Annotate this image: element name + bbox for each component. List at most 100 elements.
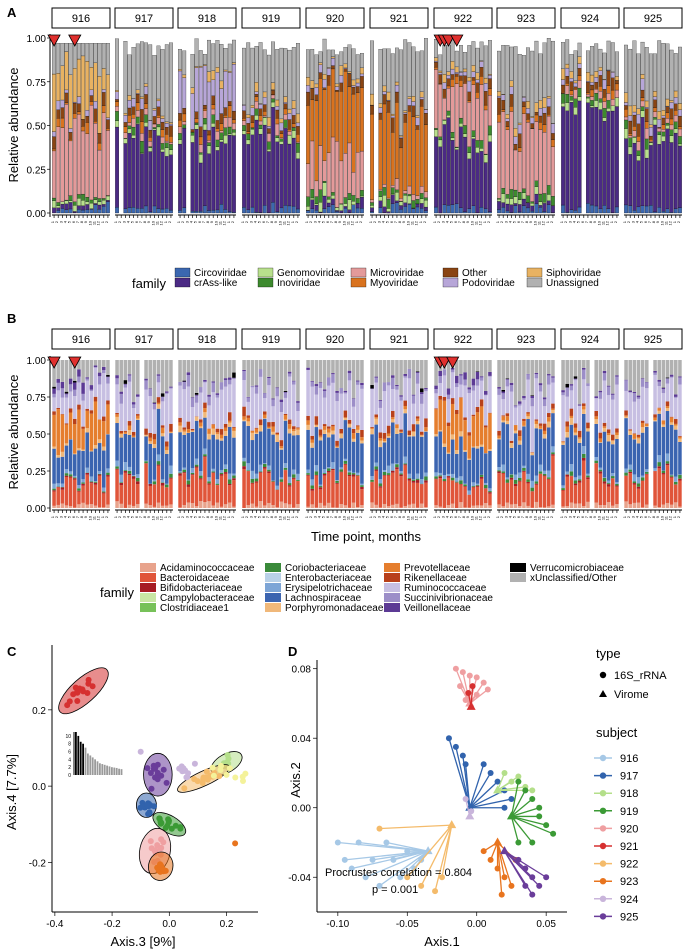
bar-segment (538, 423, 543, 426)
bar-segment (370, 105, 374, 115)
bar-segment (459, 476, 463, 481)
bar-segment (399, 400, 403, 430)
bar-segment (399, 474, 403, 477)
bar-segment (538, 464, 543, 472)
bar-segment (186, 386, 191, 422)
bar-segment (505, 129, 510, 195)
bar-segment (203, 448, 207, 455)
bar-segment (254, 119, 259, 213)
bar-segment (582, 413, 586, 447)
bar-segment (271, 107, 275, 203)
bar-segment (339, 469, 343, 472)
bar-segment (459, 80, 463, 87)
bar-segment (207, 433, 211, 440)
bar-segment (454, 50, 459, 68)
bar-segment (382, 206, 387, 213)
bar-segment (569, 94, 574, 97)
bar-segment (624, 468, 628, 473)
bar-segment (370, 113, 374, 200)
bar-segment (624, 44, 628, 93)
bar-segment (279, 479, 284, 482)
bar-segment (378, 49, 383, 104)
bar-segment (390, 117, 395, 133)
bar-segment (351, 472, 356, 474)
xtick-label: 1 (113, 220, 118, 223)
bar-segment (178, 139, 182, 145)
bar-segment (399, 395, 403, 397)
bar-segment (360, 440, 364, 444)
inset-bar (89, 755, 92, 775)
bar-segment (343, 390, 348, 393)
bar-segment (594, 502, 598, 508)
bar-segment (386, 473, 391, 475)
bar-segment (471, 416, 476, 447)
bar-segment (602, 426, 607, 428)
bar-segment (164, 127, 169, 135)
bar-segment (374, 360, 378, 377)
bar-segment (665, 208, 670, 214)
bar-segment (283, 128, 288, 206)
bar-segment (434, 476, 438, 479)
bar-segment (250, 107, 255, 116)
bar-segment (573, 86, 578, 89)
bar-segment (459, 126, 463, 208)
bar-segment (534, 484, 539, 502)
bar-segment (632, 111, 637, 116)
bar-segment (60, 201, 65, 205)
bar-segment (198, 65, 203, 68)
bar-segment (378, 486, 383, 488)
bar-segment (475, 371, 480, 372)
bar-segment (674, 360, 678, 395)
xtick-label: 9 (83, 220, 88, 223)
bar-segment (169, 504, 173, 508)
bar-segment (446, 422, 451, 427)
bar-segment (649, 142, 653, 146)
bar-segment (292, 435, 296, 470)
xtick-label: 10 (596, 220, 601, 225)
d-virome-918 (493, 785, 503, 794)
bar-segment (64, 505, 69, 508)
bar-segment (115, 207, 119, 214)
bar-segment (356, 474, 360, 476)
legend-label: Erysipelotrichaceae (285, 583, 373, 594)
bar-segment (327, 385, 331, 427)
bar-segment (602, 97, 607, 102)
bar-segment (674, 397, 678, 420)
bar-segment (505, 502, 510, 508)
bar-segment (283, 419, 288, 421)
bar-segment (538, 473, 543, 508)
bar-segment (355, 203, 360, 209)
d-point-916 (334, 839, 341, 846)
bar-segment (509, 479, 514, 505)
bar-segment (169, 123, 173, 126)
bar-segment (232, 110, 236, 120)
bar-segment (215, 393, 220, 395)
bar-segment (89, 202, 94, 209)
c-xtick-label: -0.4 (46, 919, 64, 930)
bar-segment (442, 73, 447, 83)
bar-segment (287, 483, 292, 486)
bar-segment (93, 401, 98, 445)
bar-segment (283, 205, 288, 214)
bar-segment (454, 72, 459, 74)
xtick-label: 1 (418, 220, 423, 223)
bar-segment (582, 379, 586, 404)
bar-segment (228, 422, 232, 427)
bar-segment (636, 502, 641, 508)
bar-segment (190, 474, 195, 476)
bar-segment (467, 80, 472, 93)
bar-segment (64, 393, 69, 395)
bar-segment (97, 142, 102, 151)
bar-segment (326, 199, 331, 204)
bar-segment (538, 207, 543, 214)
legend-label: Rikenellaceae (404, 573, 467, 584)
bar-segment (501, 415, 505, 417)
bar-segment (52, 148, 56, 152)
bar-segment (463, 507, 467, 508)
bar-segment (271, 406, 275, 422)
bar-segment (657, 379, 661, 382)
bar-segment (403, 202, 408, 207)
bar-segment (296, 43, 300, 115)
